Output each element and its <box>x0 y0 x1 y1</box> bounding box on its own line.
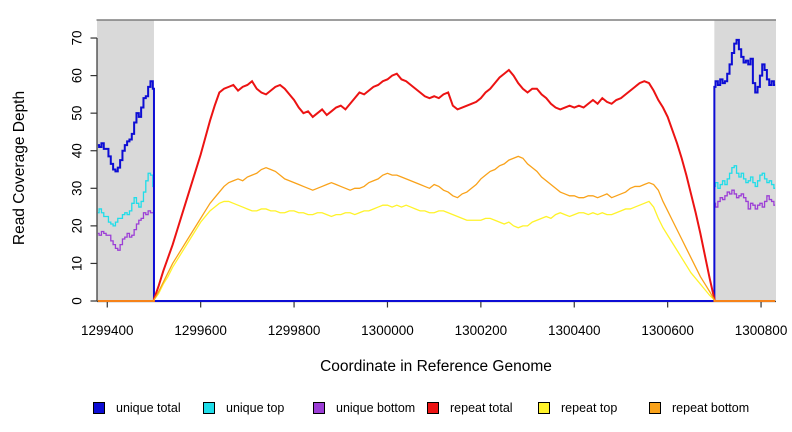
y-tick-label: 10 <box>70 256 85 271</box>
legend-swatch-repeat-top <box>538 402 550 414</box>
x-tick-label: 1300200 <box>455 323 508 338</box>
x-axis-title: Coordinate in Reference Genome <box>320 358 552 375</box>
series-line-unique-top <box>97 165 776 302</box>
series-line-repeat-total <box>97 68 776 302</box>
series-line-repeat-bottom <box>97 155 776 302</box>
series-line-unique-bottom <box>97 189 776 302</box>
x-tick-label: 1299600 <box>174 323 227 338</box>
series-line-unique-total <box>97 38 776 302</box>
y-axis-title: Read Coverage Depth <box>11 90 28 246</box>
legend-label: repeat total <box>450 401 513 415</box>
legend-item-unique-bottom: unique bottom <box>313 401 415 415</box>
legend-item-unique-top: unique top <box>203 401 284 415</box>
legend-item-repeat-top: repeat top <box>538 401 617 415</box>
y-tick-label: 30 <box>70 181 85 196</box>
shaded-region-left <box>97 20 154 301</box>
legend-swatch-unique-total <box>93 402 105 414</box>
y-tick-label: 60 <box>70 68 85 83</box>
x-tick-label: 1300400 <box>548 323 601 338</box>
y-tick-label: 0 <box>70 297 85 305</box>
legend-swatch-repeat-total <box>427 402 439 414</box>
legend-item-unique-total: unique total <box>93 401 181 415</box>
series-line-repeat-top <box>97 200 776 302</box>
y-tick-label: 50 <box>70 106 85 121</box>
legend-label: unique bottom <box>336 401 416 415</box>
legend-label: repeat bottom <box>672 401 750 415</box>
x-tick-label: 1299800 <box>268 323 321 338</box>
legend-swatch-unique-top <box>203 402 215 414</box>
legend-item-repeat-total: repeat total <box>427 401 513 415</box>
legend-swatch-repeat-bottom <box>649 402 661 414</box>
coverage-plot: 1299400 1299600 1299800 1300000 1300200 13004… <box>70 19 788 338</box>
x-tick-label: 1299400 <box>81 323 134 338</box>
shaded-region-right <box>714 20 776 301</box>
x-tick-label: 1300600 <box>641 323 694 338</box>
legend-label: repeat top <box>561 401 618 415</box>
y-tick-label: 70 <box>70 31 85 46</box>
y-tick-label: 40 <box>70 143 85 158</box>
legend-label: unique total <box>116 401 181 415</box>
legend-item-repeat-bottom: repeat bottom <box>649 401 749 415</box>
x-tick-label: 1300800 <box>735 323 788 338</box>
legend-label: unique top <box>226 401 285 415</box>
y-tick-label: 20 <box>70 218 85 233</box>
x-tick-label: 1300000 <box>361 323 414 338</box>
legend-swatch-unique-bottom <box>313 402 325 414</box>
